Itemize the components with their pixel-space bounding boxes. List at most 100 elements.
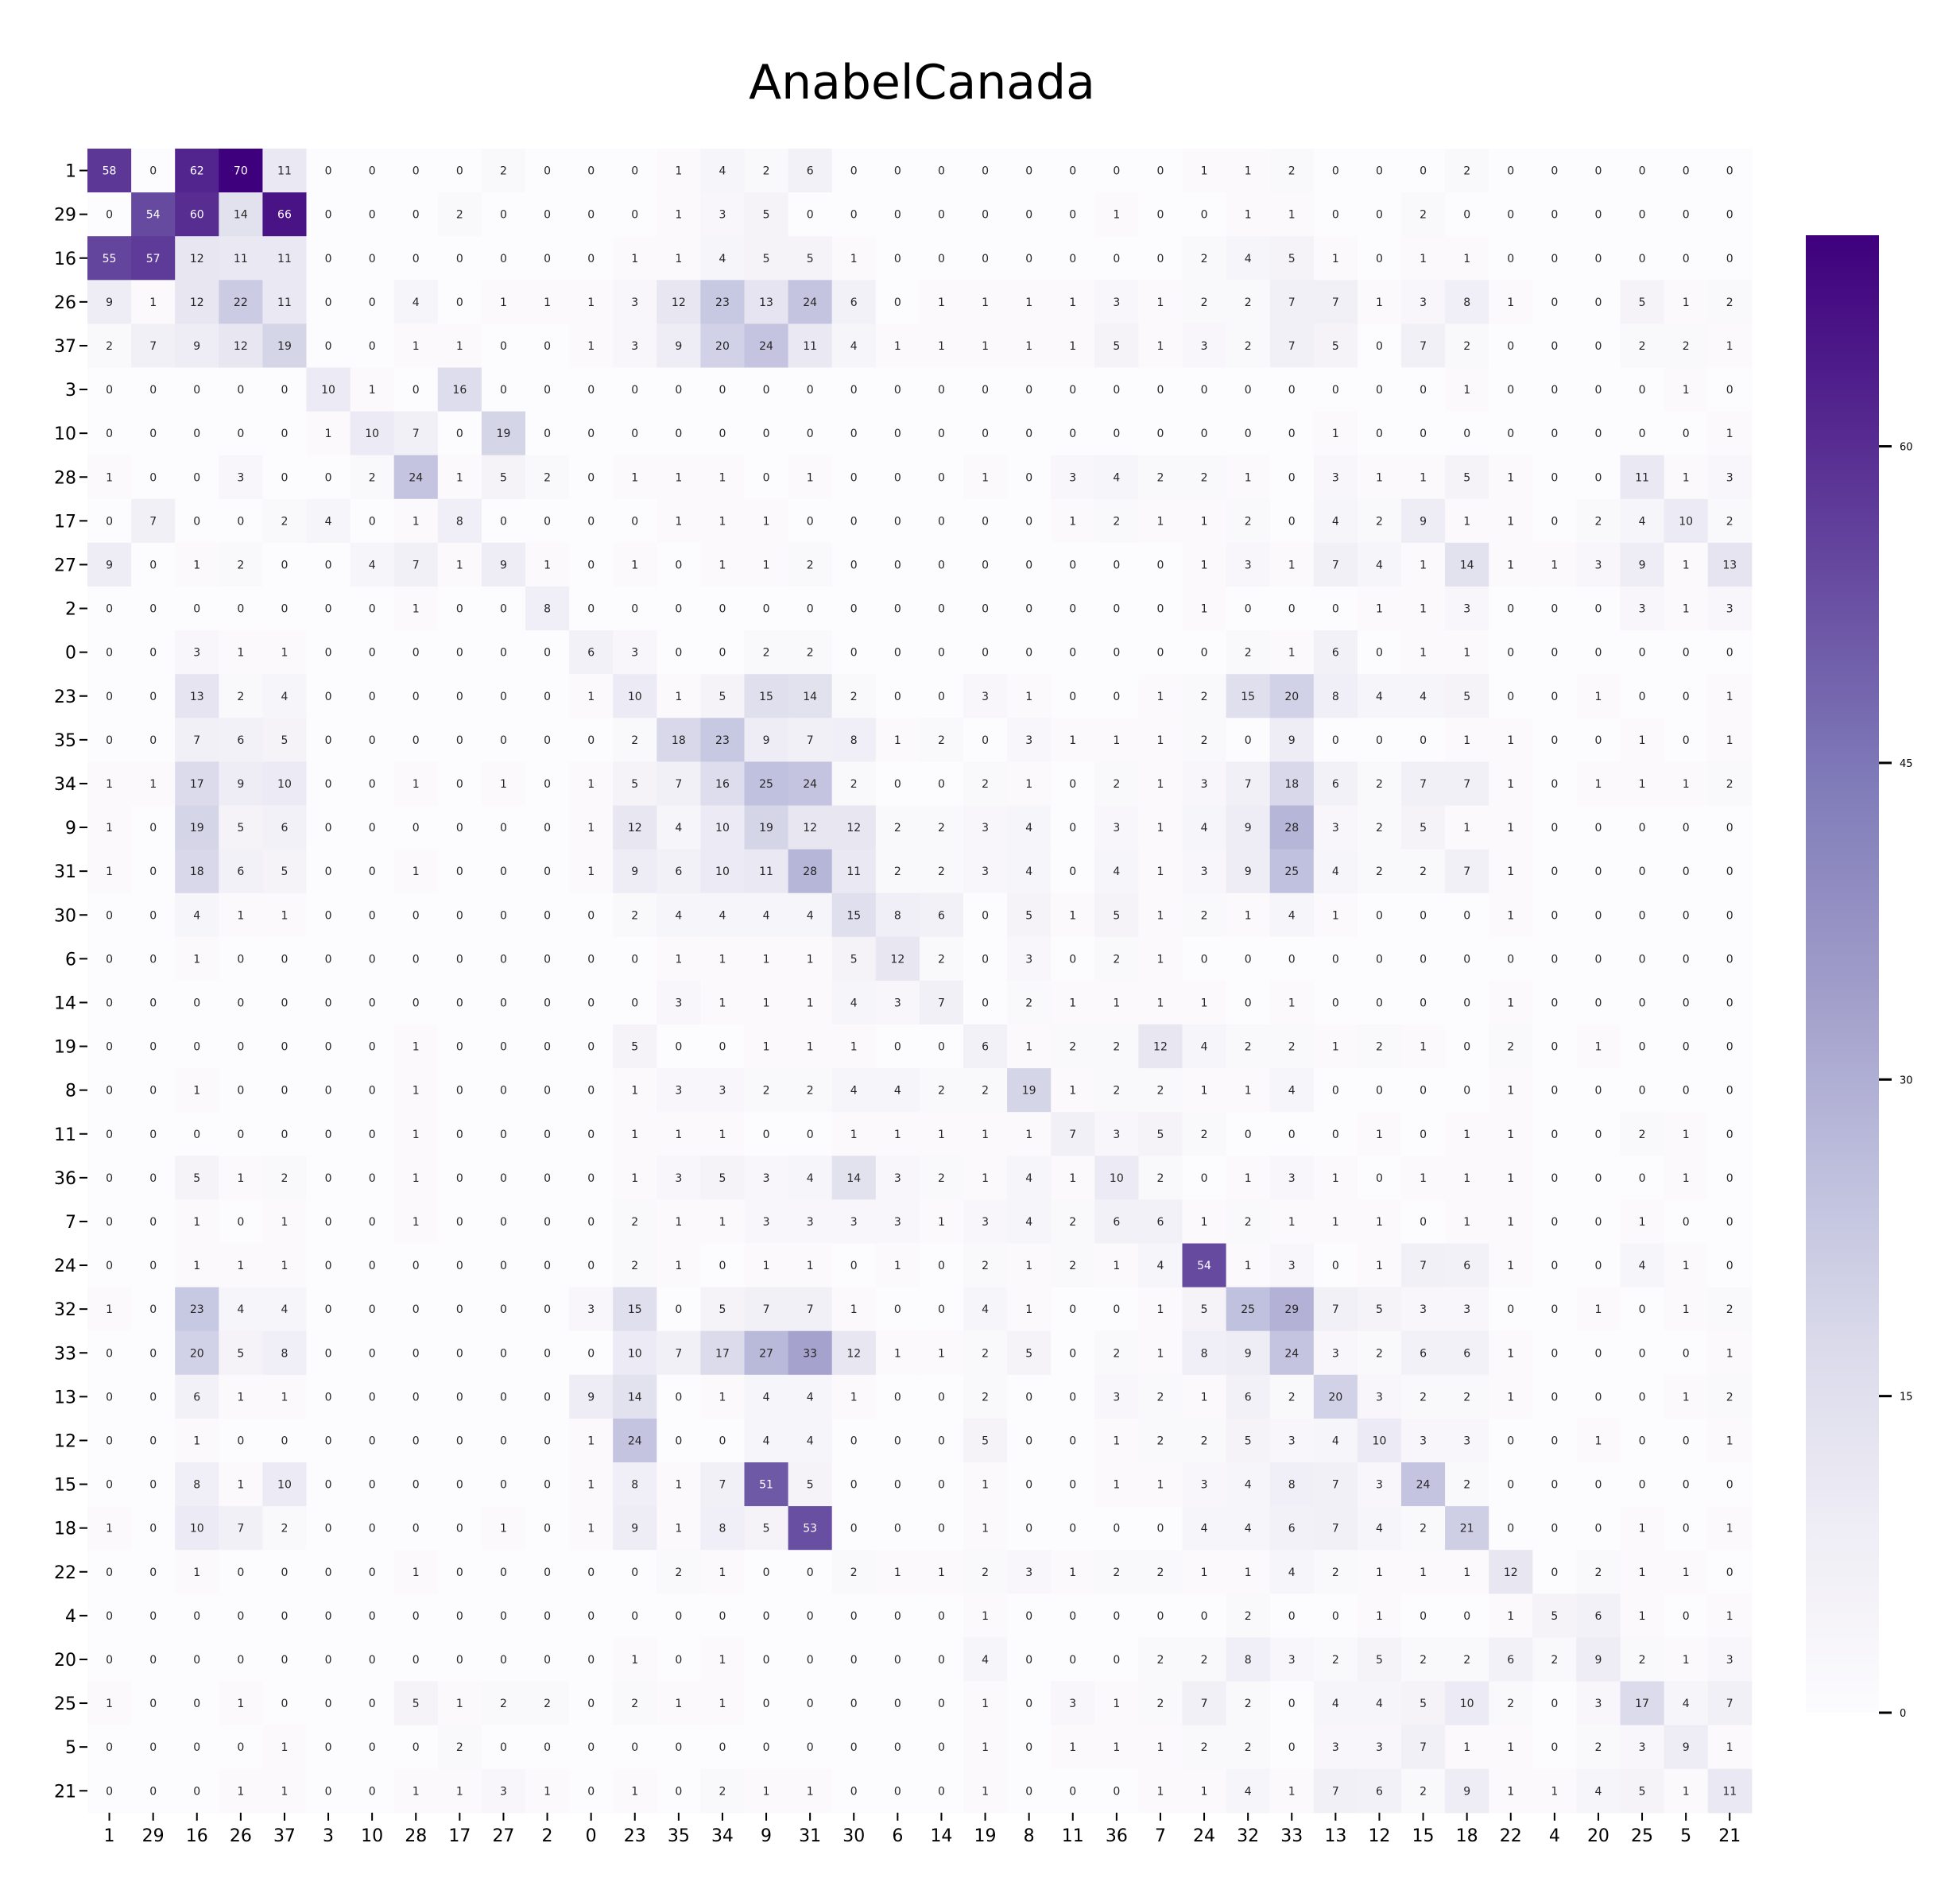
- heatmap-cell: [1313, 323, 1358, 369]
- cell-value-label: 4: [1245, 1785, 1252, 1798]
- cell-value-label: 3: [1420, 296, 1427, 309]
- heatmap-cell: [1094, 1768, 1139, 1814]
- cell-value-label: 1: [1507, 1260, 1514, 1272]
- heatmap-cell: [350, 1550, 395, 1594]
- cell-value-label: 0: [281, 1085, 288, 1098]
- heatmap-cell: [744, 1024, 789, 1069]
- heatmap-cell: [87, 980, 132, 1025]
- heatmap-cell: [1707, 192, 1753, 237]
- cell-value-label: 3: [1463, 1303, 1470, 1316]
- heatmap-cell: [175, 1725, 219, 1770]
- heatmap-cell: [481, 849, 526, 894]
- cell-value-label: 1: [1507, 734, 1514, 747]
- heatmap-cell: [1576, 1725, 1621, 1770]
- heatmap-cell: [700, 630, 746, 675]
- heatmap-cell: [1489, 805, 1533, 850]
- cell-value-label: 5: [237, 1347, 244, 1360]
- cell-value-label: 9: [587, 1391, 595, 1404]
- cell-value-label: 0: [1156, 253, 1164, 265]
- heatmap-cell: [919, 674, 964, 718]
- heatmap-cell: [700, 1418, 746, 1463]
- heatmap-cell: [1620, 1199, 1665, 1245]
- cell-value-label: 0: [149, 1347, 157, 1360]
- cell-value-label: 0: [1551, 1216, 1558, 1229]
- cell-value-label: 1: [1113, 1698, 1120, 1710]
- heatmap-cell: [1226, 587, 1271, 631]
- cell-value-label: 6: [1332, 647, 1339, 660]
- cell-value-label: 0: [1420, 1085, 1427, 1098]
- cell-value-label: 5: [719, 691, 726, 703]
- heatmap-cell: [1489, 1024, 1533, 1069]
- cell-value-label: 1: [719, 1698, 726, 1710]
- heatmap-cell: [1313, 1243, 1358, 1288]
- cell-value-label: 0: [1156, 603, 1164, 616]
- cell-value-label: 0: [938, 1610, 945, 1623]
- heatmap-cell: [1357, 1330, 1402, 1376]
- heatmap-cell: [437, 1418, 482, 1463]
- heatmap-cell: [657, 630, 701, 675]
- heatmap-cell: [306, 630, 351, 675]
- cell-value-label: 0: [325, 1041, 332, 1054]
- cell-value-label: 0: [456, 1216, 463, 1229]
- cell-value-label: 5: [1463, 691, 1470, 703]
- heatmap-cell: [481, 980, 526, 1025]
- heatmap-cell: [1313, 1287, 1358, 1332]
- cell-value-label: 0: [281, 1129, 288, 1141]
- heatmap-cell: [1576, 1506, 1621, 1551]
- heatmap-cell: [963, 1112, 1008, 1156]
- cell-value-label: 0: [763, 1741, 770, 1754]
- cell-value-label: 0: [325, 1260, 332, 1272]
- heatmap-cell: [1401, 1024, 1446, 1069]
- cell-value-label: 0: [544, 428, 551, 440]
- heatmap-cell: [744, 1068, 789, 1113]
- heatmap-cell: [1182, 1374, 1227, 1419]
- heatmap-cell: [1269, 587, 1315, 631]
- heatmap-cell: [1007, 1243, 1052, 1288]
- cell-value-label: 0: [106, 1785, 113, 1798]
- heatmap-cell: [437, 455, 482, 500]
- heatmap-cell: [1401, 542, 1446, 587]
- heatmap-cell: [306, 587, 351, 631]
- heatmap-cell: [525, 542, 570, 587]
- heatmap-cell: [1138, 542, 1183, 587]
- cell-value-label: 0: [1288, 1610, 1296, 1623]
- heatmap-cell: [1401, 1243, 1446, 1288]
- cell-value-label: 0: [1726, 1260, 1733, 1272]
- heatmap-cell: [306, 893, 351, 938]
- heatmap-cell: [1620, 1637, 1665, 1682]
- cell-value-label: 2: [500, 165, 507, 178]
- cell-value-label: 1: [1639, 734, 1646, 747]
- cell-value-label: 1: [193, 1085, 200, 1098]
- heatmap-cell: [306, 323, 351, 369]
- heatmap-cell: [1313, 367, 1358, 412]
- heatmap-cell: [788, 1593, 833, 1638]
- cell-value-label: 6: [1113, 1216, 1120, 1229]
- cell-value-label: 0: [1069, 428, 1076, 440]
- cell-value-label: 0: [1069, 822, 1076, 834]
- cell-value-label: 3: [1025, 734, 1032, 747]
- cell-value-label: 1: [1069, 734, 1076, 747]
- heatmap-cell: [1313, 498, 1358, 544]
- cell-value-label: 0: [894, 778, 901, 791]
- cell-value-label: 1: [1726, 1435, 1733, 1447]
- heatmap-cell: [1182, 323, 1227, 369]
- heatmap-cell: [657, 367, 701, 412]
- cell-value-label: 0: [500, 1347, 507, 1360]
- cell-value-label: 14: [234, 209, 248, 222]
- heatmap-cell: [1620, 1068, 1665, 1113]
- cell-value-label: 1: [1507, 471, 1514, 484]
- heatmap-cell: [1051, 936, 1095, 982]
- cell-value-label: 2: [1332, 1566, 1339, 1579]
- heatmap-cell: [700, 1199, 746, 1245]
- cell-value-label: 0: [587, 1566, 595, 1579]
- heatmap-cell: [87, 280, 132, 324]
- heatmap-cell: [1489, 498, 1533, 544]
- cell-value-label: 0: [456, 997, 463, 1009]
- heatmap-cell: [1357, 455, 1402, 500]
- cell-value-label: 1: [1463, 1172, 1470, 1185]
- cell-value-label: 1: [1639, 1610, 1646, 1623]
- heatmap-cell: [657, 149, 701, 193]
- cell-value-label: 0: [456, 1479, 463, 1492]
- cell-value-label: 3: [1726, 1654, 1733, 1667]
- cell-value-label: 1: [1332, 1041, 1339, 1054]
